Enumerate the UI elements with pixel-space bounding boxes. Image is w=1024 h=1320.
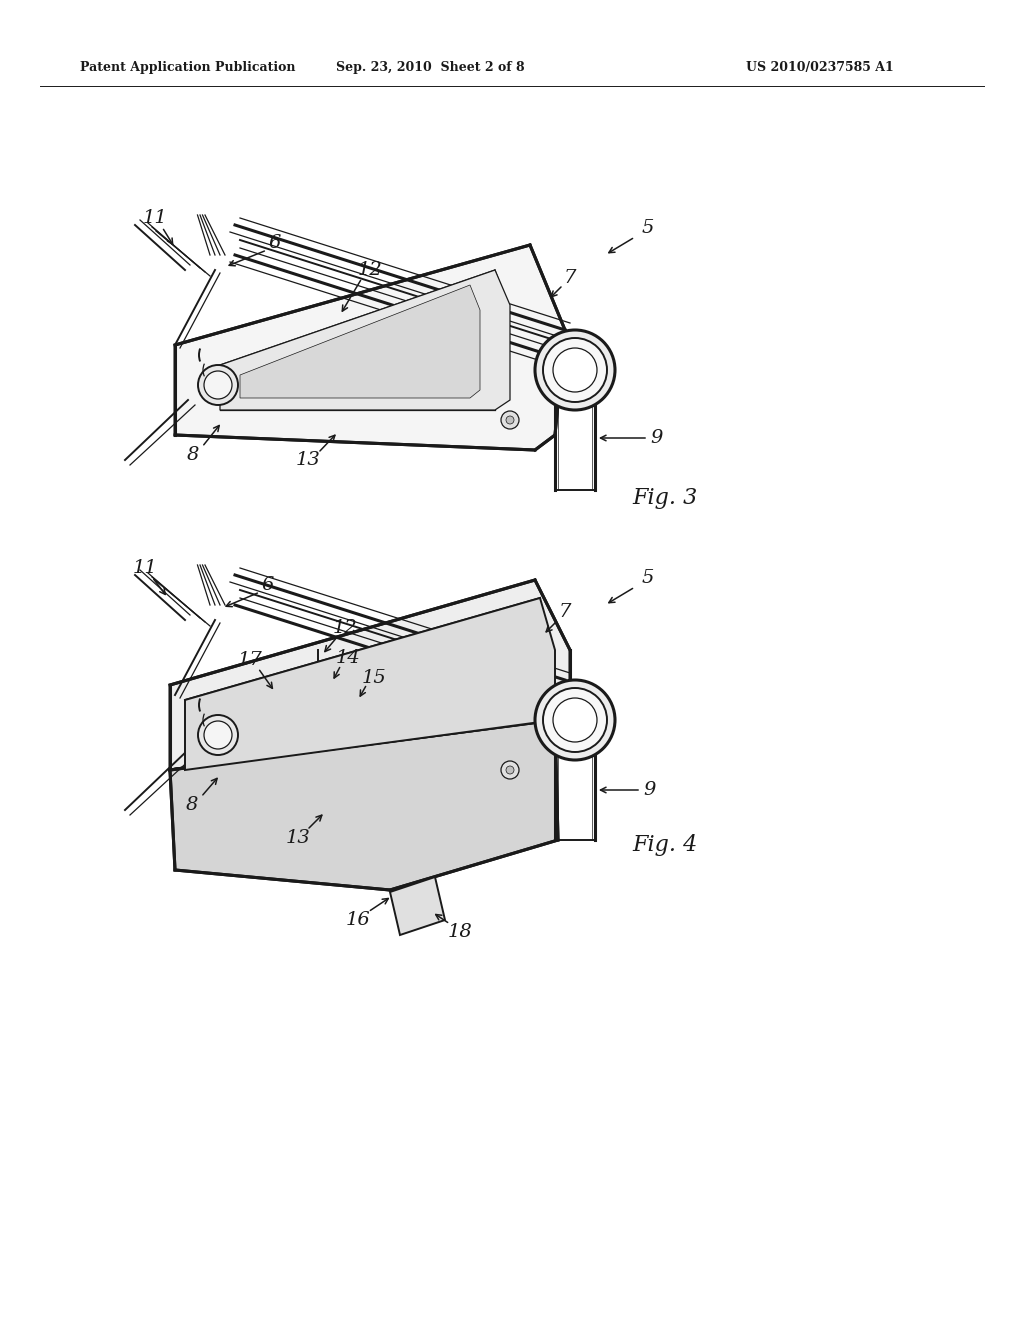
- Circle shape: [543, 338, 607, 403]
- Text: 6: 6: [269, 234, 282, 252]
- Polygon shape: [220, 271, 510, 411]
- Circle shape: [204, 721, 232, 748]
- Text: 5: 5: [642, 219, 654, 238]
- Text: 11: 11: [142, 209, 167, 227]
- Text: 6: 6: [262, 576, 274, 594]
- Circle shape: [204, 371, 232, 399]
- Polygon shape: [170, 579, 570, 770]
- Polygon shape: [240, 285, 480, 399]
- Circle shape: [506, 766, 514, 774]
- Text: 9: 9: [644, 781, 656, 799]
- Text: 5: 5: [642, 569, 654, 587]
- Text: 12: 12: [357, 261, 382, 279]
- Text: Fig. 3: Fig. 3: [633, 487, 697, 510]
- Text: Fig. 4: Fig. 4: [633, 834, 697, 855]
- Text: 14: 14: [336, 649, 360, 667]
- Text: US 2010/0237585 A1: US 2010/0237585 A1: [746, 62, 894, 74]
- Text: 7: 7: [564, 269, 577, 286]
- Text: Sep. 23, 2010  Sheet 2 of 8: Sep. 23, 2010 Sheet 2 of 8: [336, 62, 524, 74]
- Text: 16: 16: [346, 911, 371, 929]
- Text: 7: 7: [559, 603, 571, 620]
- Polygon shape: [185, 598, 555, 770]
- Text: 8: 8: [185, 796, 199, 814]
- Polygon shape: [170, 719, 555, 870]
- Text: 8: 8: [186, 446, 200, 465]
- Circle shape: [501, 762, 519, 779]
- Circle shape: [553, 348, 597, 392]
- Circle shape: [506, 416, 514, 424]
- Circle shape: [535, 680, 615, 760]
- Text: 13: 13: [296, 451, 321, 469]
- Polygon shape: [390, 876, 445, 935]
- Text: 18: 18: [447, 923, 472, 941]
- Polygon shape: [175, 246, 565, 450]
- Text: 13: 13: [286, 829, 310, 847]
- Text: 15: 15: [361, 669, 386, 686]
- Text: 11: 11: [133, 558, 158, 577]
- Circle shape: [198, 715, 238, 755]
- Circle shape: [543, 688, 607, 752]
- Circle shape: [198, 366, 238, 405]
- Circle shape: [535, 330, 615, 411]
- Text: 17: 17: [238, 651, 262, 669]
- Text: Patent Application Publication: Patent Application Publication: [80, 62, 296, 74]
- Circle shape: [553, 698, 597, 742]
- Circle shape: [501, 411, 519, 429]
- Text: 12: 12: [333, 619, 357, 638]
- Polygon shape: [170, 719, 558, 890]
- Text: 9: 9: [651, 429, 664, 447]
